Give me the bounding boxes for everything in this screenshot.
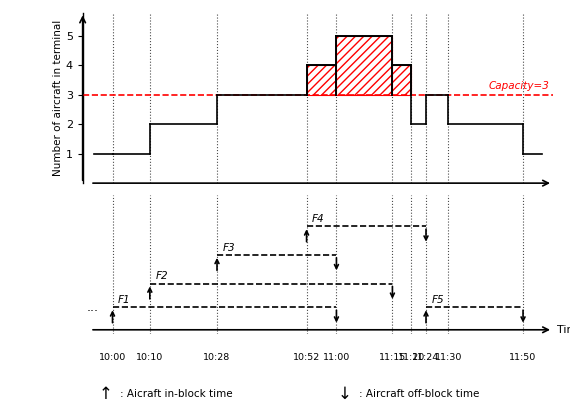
Text: $\downarrow$: $\downarrow$	[334, 385, 350, 403]
Text: Capacity=3: Capacity=3	[488, 81, 549, 91]
Y-axis label: Number of aircraft in terminal: Number of aircraft in terminal	[53, 20, 63, 176]
Text: F3: F3	[223, 243, 235, 253]
Text: F2: F2	[156, 271, 168, 281]
Text: $\uparrow$: $\uparrow$	[95, 385, 111, 403]
Text: F4: F4	[312, 214, 325, 224]
Bar	[307, 65, 336, 95]
Text: : Aircraft off-block time: : Aircraft off-block time	[359, 389, 479, 399]
Text: : Aicraft in-block time: : Aicraft in-block time	[120, 389, 233, 399]
Bar	[392, 65, 411, 95]
Text: F5: F5	[431, 295, 444, 305]
Text: Time: Time	[557, 325, 570, 335]
Bar	[336, 36, 392, 95]
Text: ...: ...	[87, 301, 99, 314]
Text: F1: F1	[118, 295, 131, 305]
